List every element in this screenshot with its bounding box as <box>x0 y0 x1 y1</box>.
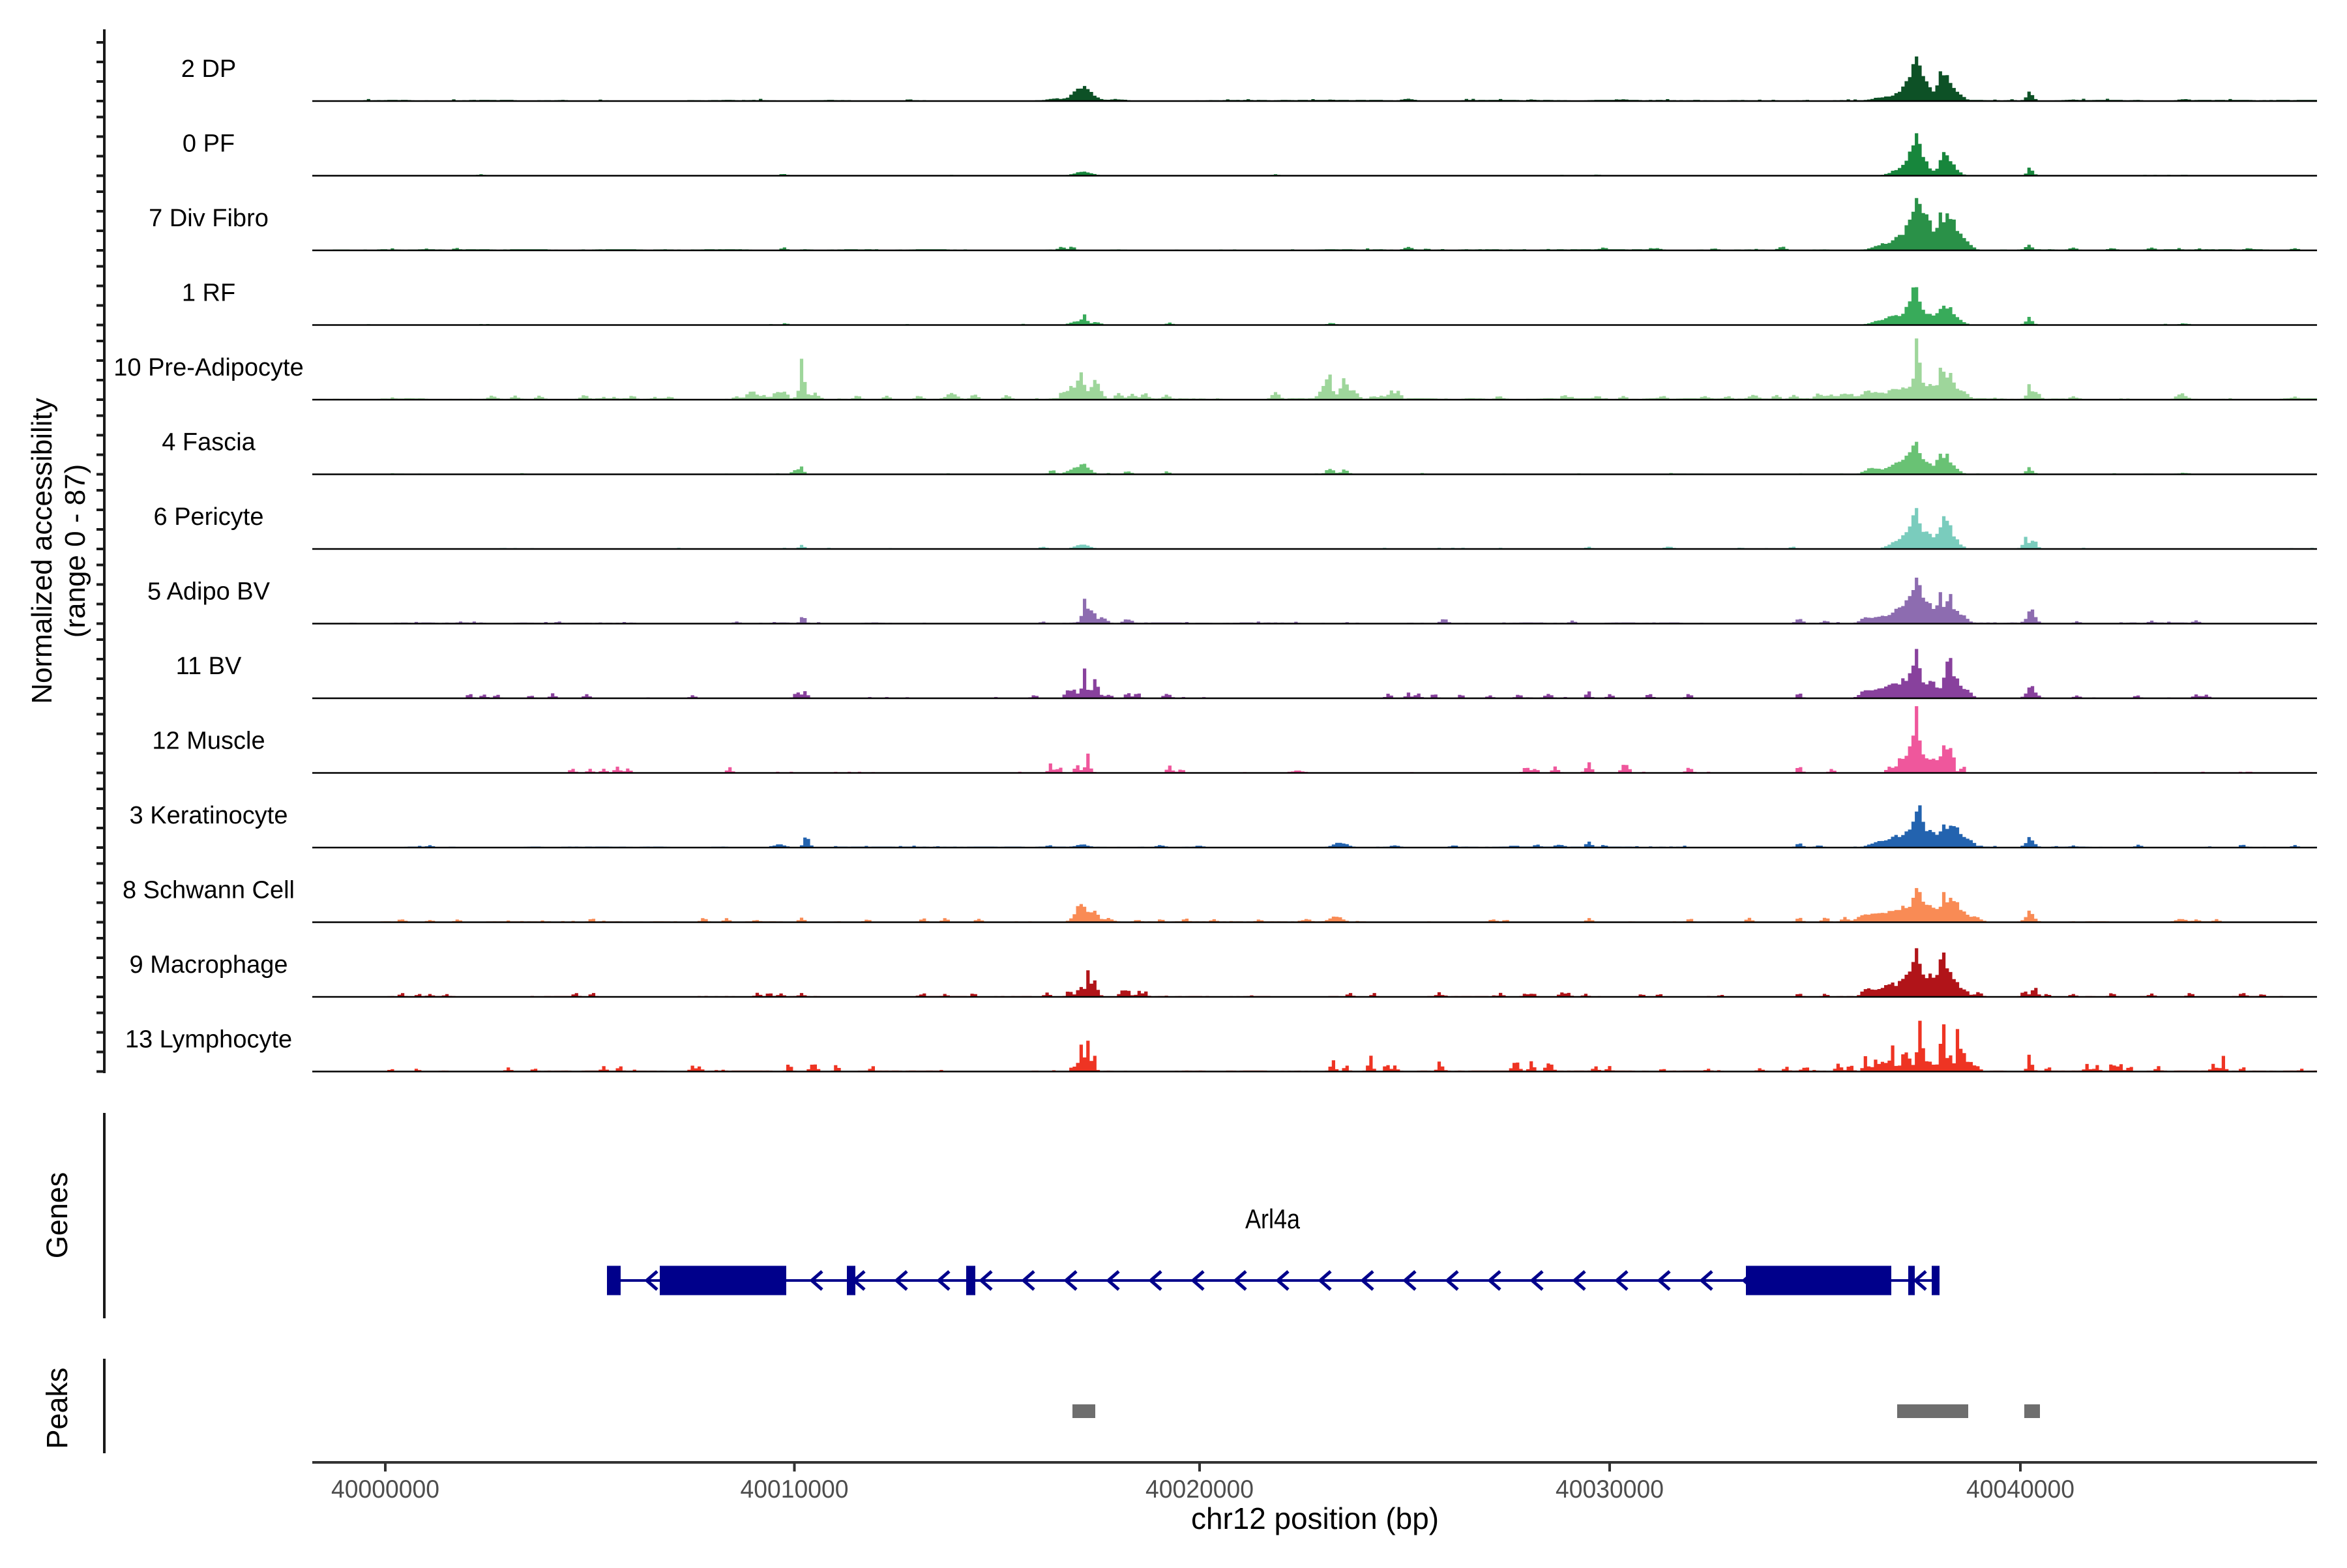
svg-text:6 Pericyte: 6 Pericyte <box>154 503 264 531</box>
svg-text:40030000: 40030000 <box>1556 1475 1664 1503</box>
svg-text:10 Pre-Adipocyte: 10 Pre-Adipocyte <box>113 354 304 381</box>
svg-text:(range 0 - 87): (range 0 - 87) <box>59 464 91 638</box>
svg-text:Genes: Genes <box>40 1172 74 1259</box>
svg-text:13 Lymphocyte: 13 Lymphocyte <box>125 1026 292 1054</box>
svg-text:4 Fascia: 4 Fascia <box>162 429 256 456</box>
svg-text:Peaks: Peaks <box>40 1367 74 1449</box>
svg-text:5 Adipo BV: 5 Adipo BV <box>147 578 271 606</box>
svg-text:Arl4a: Arl4a <box>1245 1204 1301 1234</box>
svg-text:1 RF: 1 RF <box>182 280 235 307</box>
svg-text:40000000: 40000000 <box>331 1475 439 1503</box>
svg-text:8 Schwann Cell: 8 Schwann Cell <box>123 877 295 904</box>
svg-text:7 Div Fibro: 7 Div Fibro <box>149 205 269 232</box>
svg-text:11 BV: 11 BV <box>176 653 242 680</box>
svg-text:12 Muscle: 12 Muscle <box>152 728 265 755</box>
svg-text:3 Keratinocyte: 3 Keratinocyte <box>130 802 288 829</box>
svg-text:chr12 position (bp): chr12 position (bp) <box>1191 1501 1439 1535</box>
svg-text:40040000: 40040000 <box>1966 1475 2074 1503</box>
svg-text:Normalized accessibility: Normalized accessibility <box>26 398 58 703</box>
svg-text:40020000: 40020000 <box>1145 1475 1254 1503</box>
svg-text:2 DP: 2 DP <box>181 55 236 83</box>
svg-text:40010000: 40010000 <box>741 1475 849 1503</box>
svg-text:0 PF: 0 PF <box>183 130 235 158</box>
svg-text:9 Macrophage: 9 Macrophage <box>130 951 288 979</box>
